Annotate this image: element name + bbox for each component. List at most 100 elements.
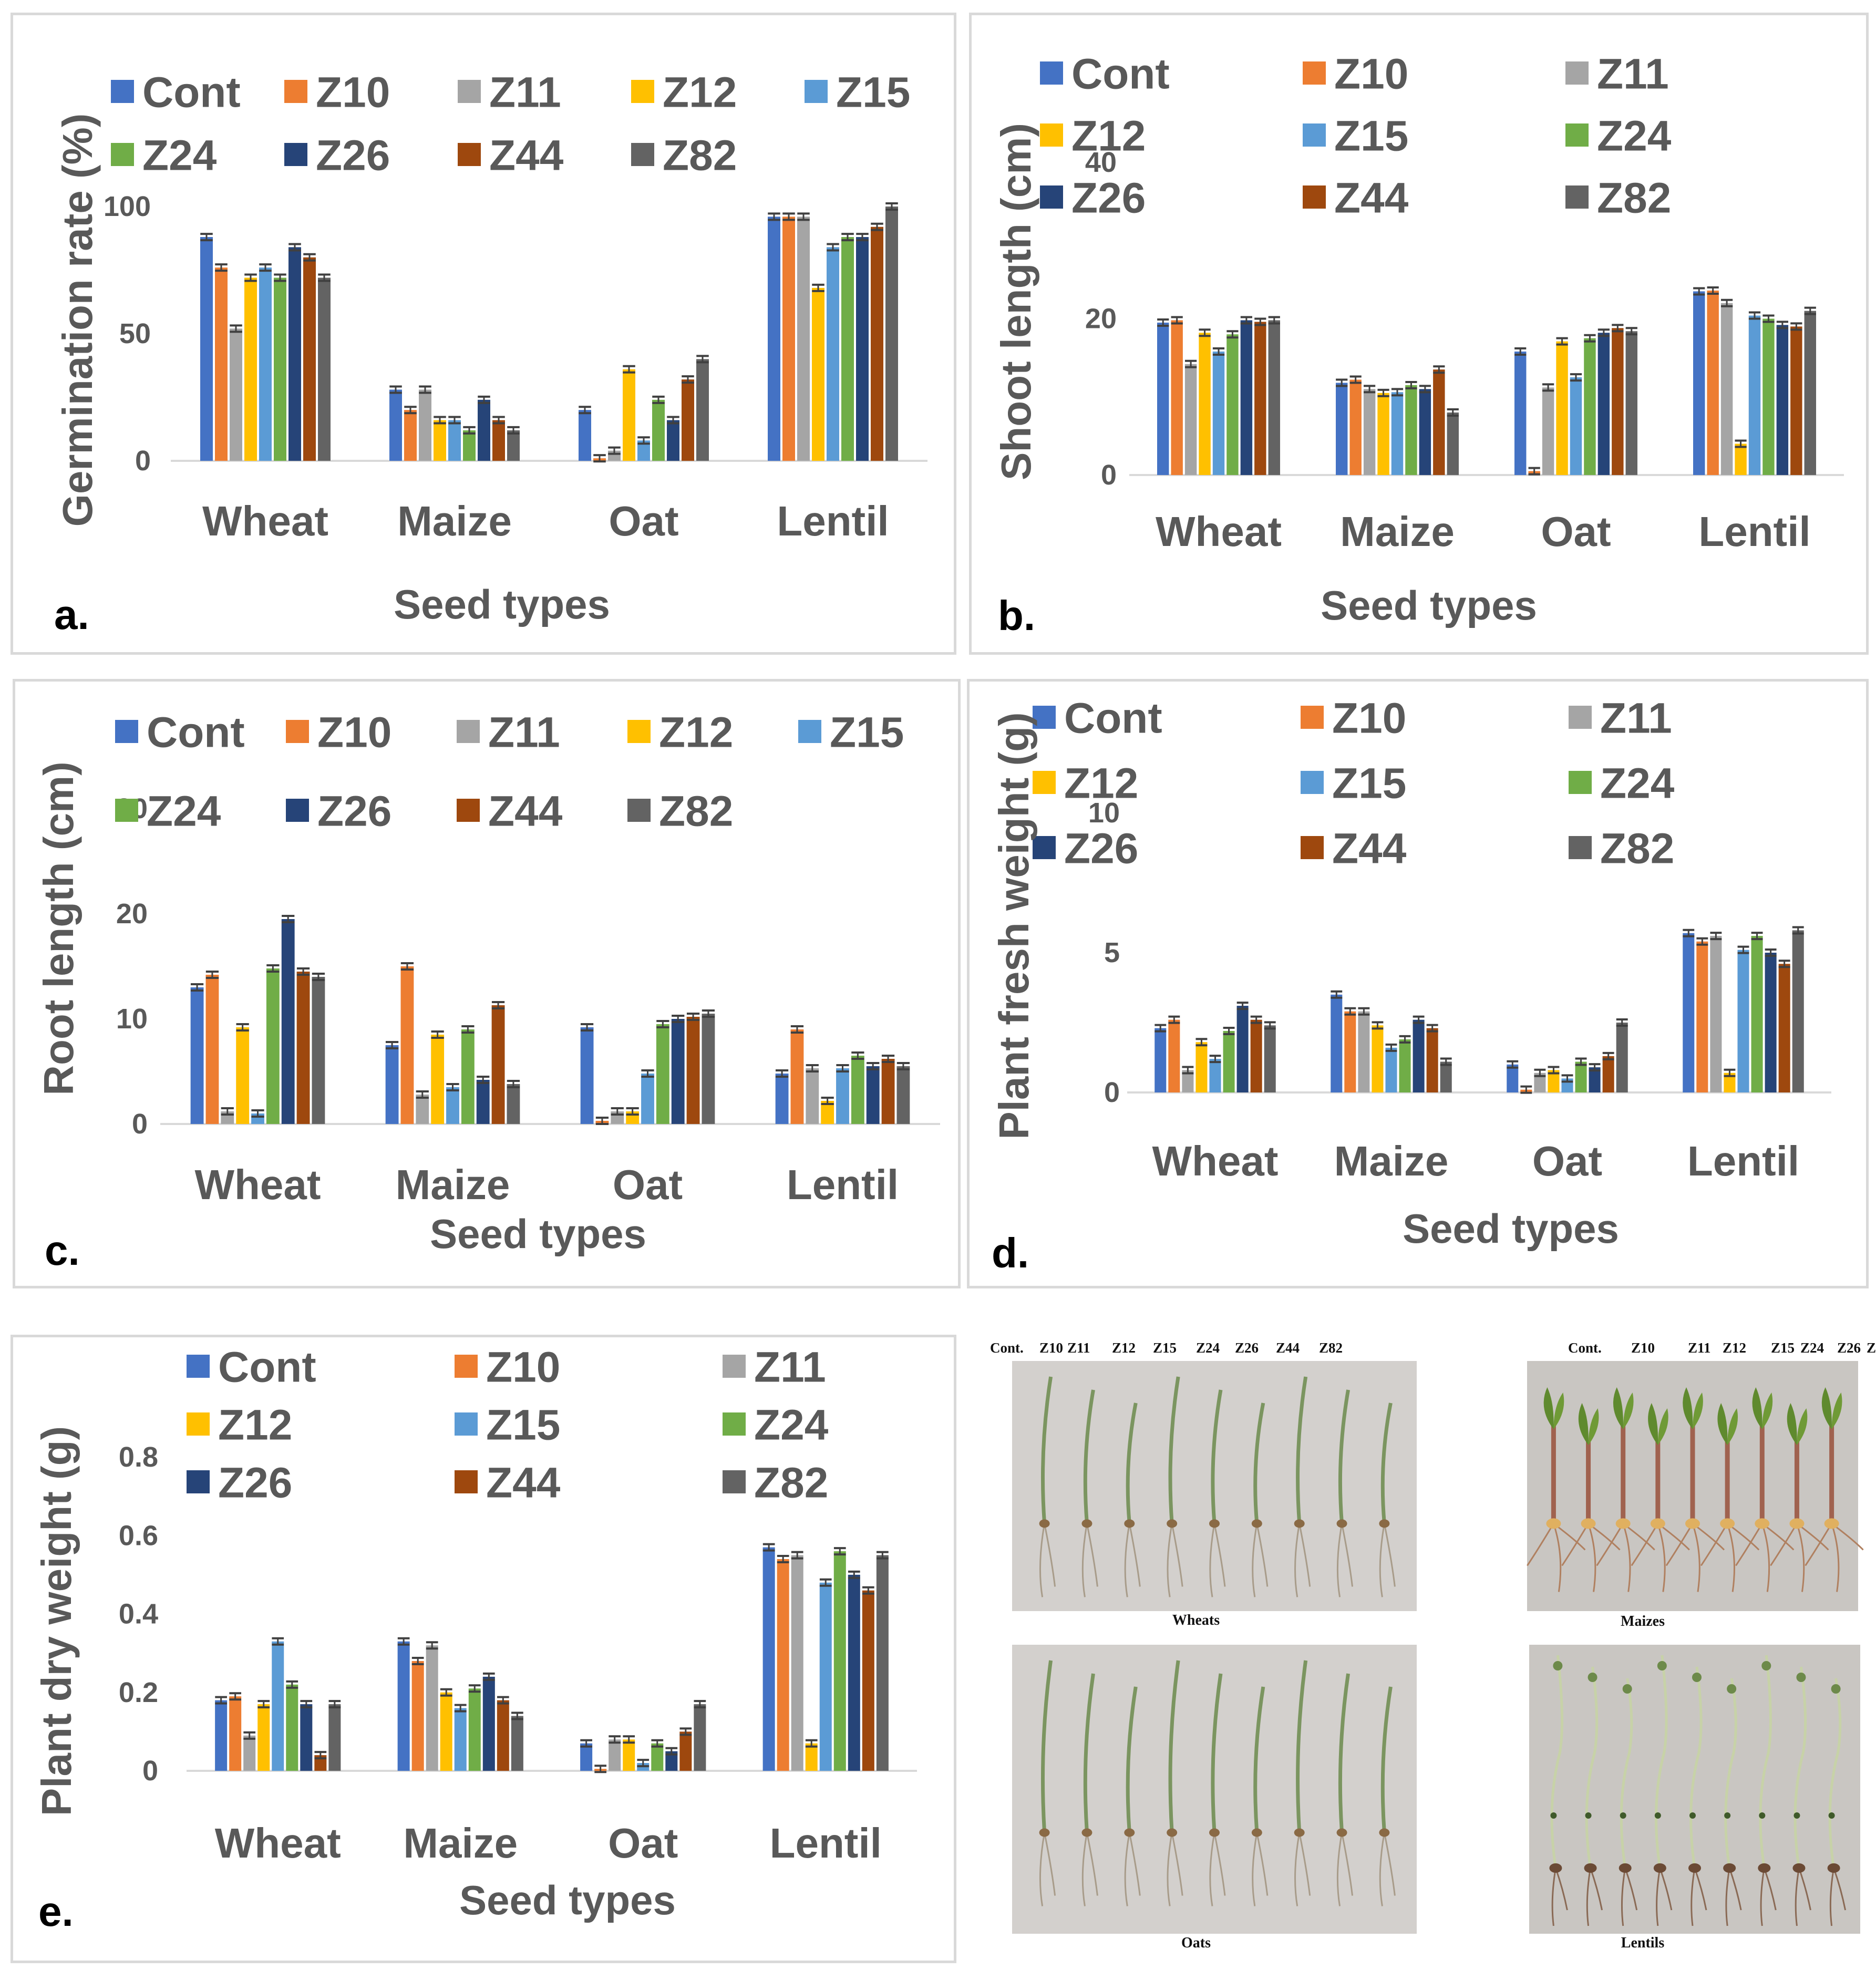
bar-z15-maize [454,1708,467,1771]
bar-z10-maize [1344,1011,1356,1092]
photo-seed-label: Z11 [1688,1340,1711,1356]
seedling-lentil [1549,1655,1568,1926]
bar-z26-lentil [1765,953,1777,1092]
x-axis-title: Seed types [459,1877,676,1923]
bar-z10-wheat [229,1696,242,1771]
legend-label-z12: Z12 [218,1401,292,1449]
legend-swatch-z15 [1303,123,1326,147]
bar-cont-maize [397,1641,410,1771]
bar-z12-wheat [244,277,257,461]
seedling-maize [1561,1403,1621,1592]
bar-z26-lentil [856,237,869,461]
category-label: Maize [397,498,512,544]
bar-z24-wheat [274,277,286,461]
bar-z24-lentil [841,237,854,461]
y-tick-label: 0.6 [119,1520,158,1551]
bar-z44-maize [492,420,505,461]
photo-title-oats: Oats [1181,1935,1211,1951]
legend-swatch-z11 [1569,706,1592,729]
photo-seed-label: Z24 [1800,1340,1825,1356]
panel-d: 0 5 10 Wheat Maize Oat Lentil Cont Z10 Z11 Z12 Z15 Z… [967,679,1869,1288]
legend-label-z24: Z24 [1600,760,1675,808]
bar-z24-wheat [1223,1030,1235,1092]
seedling-lentil [1723,1678,1742,1926]
legend-swatch-z11 [457,720,480,743]
bar-z11-maize [416,1095,429,1124]
category-label: Lentil [787,1161,899,1208]
photo-seed-label: Z10 [1631,1340,1655,1356]
bar-z26-wheat [1240,320,1253,475]
bar-z44-maize [491,1005,505,1124]
bar-z15-wheat [1209,1059,1221,1092]
bar-z44-maize [1433,369,1445,475]
photo-seed-label: Z10 [1039,1340,1064,1356]
legend-label-z26: Z26 [1064,825,1138,873]
bar-z24-maize [463,430,476,461]
y-tick-label: 10 [116,1003,148,1035]
bar-z11-wheat [230,328,242,461]
bar-z82-wheat [318,277,331,461]
bar-z26-maize [1419,389,1431,475]
bar-z44-oat [1602,1056,1614,1092]
bar-z11-oat [609,1739,621,1771]
bar-z15-lentil [1737,950,1749,1092]
bar-z24-oat [656,1024,669,1124]
photo-seed-label: Z11 [1067,1340,1090,1356]
bar-z10-lentil [782,216,795,461]
legend-label-z10: Z10 [316,69,390,117]
legend-swatch-z12 [631,80,654,103]
y-tick-label: 40 [1085,147,1117,178]
bar-z11-maize [1358,1011,1370,1092]
bar-z24-maize [1405,385,1417,475]
legend-label-z44: Z44 [489,132,564,180]
bar-z12-maize [440,1692,452,1771]
y-tick-label: 0 [142,1755,158,1787]
legend-swatch-z24 [1569,771,1592,794]
bar-cont-oat [1514,351,1527,475]
bar-z24-wheat [266,968,280,1124]
category-label: Oat [1532,1138,1602,1184]
y-tick-label: 0.2 [119,1677,158,1708]
panel-label: e. [38,1888,74,1935]
bar-z12-maize [434,420,446,461]
photo-seed-label: Cont. [990,1340,1024,1356]
legend-label-z15: Z15 [1334,112,1408,160]
bar-z11-lentil [1710,936,1722,1092]
photo-seed-label: Z82 [1319,1340,1343,1356]
category-label: Oat [1541,508,1611,555]
bar-z44-oat [679,1731,692,1771]
bar-cont-lentil [1683,933,1695,1092]
legend-swatch-z11 [723,1355,746,1378]
panel-b: 0 20 40 Wheat Maize Oat Lentil Cont Z10 Z11 Z12 Z15… [969,13,1869,655]
legend-label-z26: Z26 [317,788,391,836]
bar-z24-lentil [833,1551,846,1771]
seedling-lentil [1584,1666,1603,1926]
bar-z26-wheat [281,919,295,1124]
bar-cont-lentil [775,1074,789,1124]
bar-z24-wheat [286,1684,298,1771]
legend-swatch-z82 [1565,185,1589,209]
panel-c: 0102030WheatMaizeOatLentilContZ10Z11Z12Z… [13,679,961,1288]
panel-e: 0 0.2 0.4 0.6 0.8 Wheat Maize Oat Lentil Cont Z10 Z… [11,1335,956,1963]
bar-z44-oat [682,379,694,461]
seedling-oat [1039,1660,1056,1906]
legend-swatch-z15 [455,1412,478,1436]
bar-cont-oat [580,1027,594,1124]
photo-seed-label: Z44 [1276,1340,1300,1356]
bar-z26-wheat [288,247,301,461]
bar-z82-oat [702,1014,715,1124]
legend-label-z11: Z11 [489,69,561,117]
bar-cont-maize [385,1045,399,1124]
seedling-lentil [1653,1655,1673,1926]
bar-z15-lentil [836,1068,849,1124]
legend-swatch-z10 [286,720,309,743]
category-label: Wheat [215,1820,341,1866]
panel-label: b. [998,592,1035,639]
y-tick-label: 10 [1088,797,1120,829]
bar-z26-maize [478,399,490,461]
wheat-photo-labels: Cont. Z10 Z11 Z12 Z15 Z24 Z26 Z44 Z82 [986,1340,1432,1361]
bar-z11-oat [1542,387,1554,475]
legend-swatch-cont [1040,61,1063,85]
bar-z26-oat [665,1751,678,1771]
bar-z12-wheat [236,1027,250,1124]
